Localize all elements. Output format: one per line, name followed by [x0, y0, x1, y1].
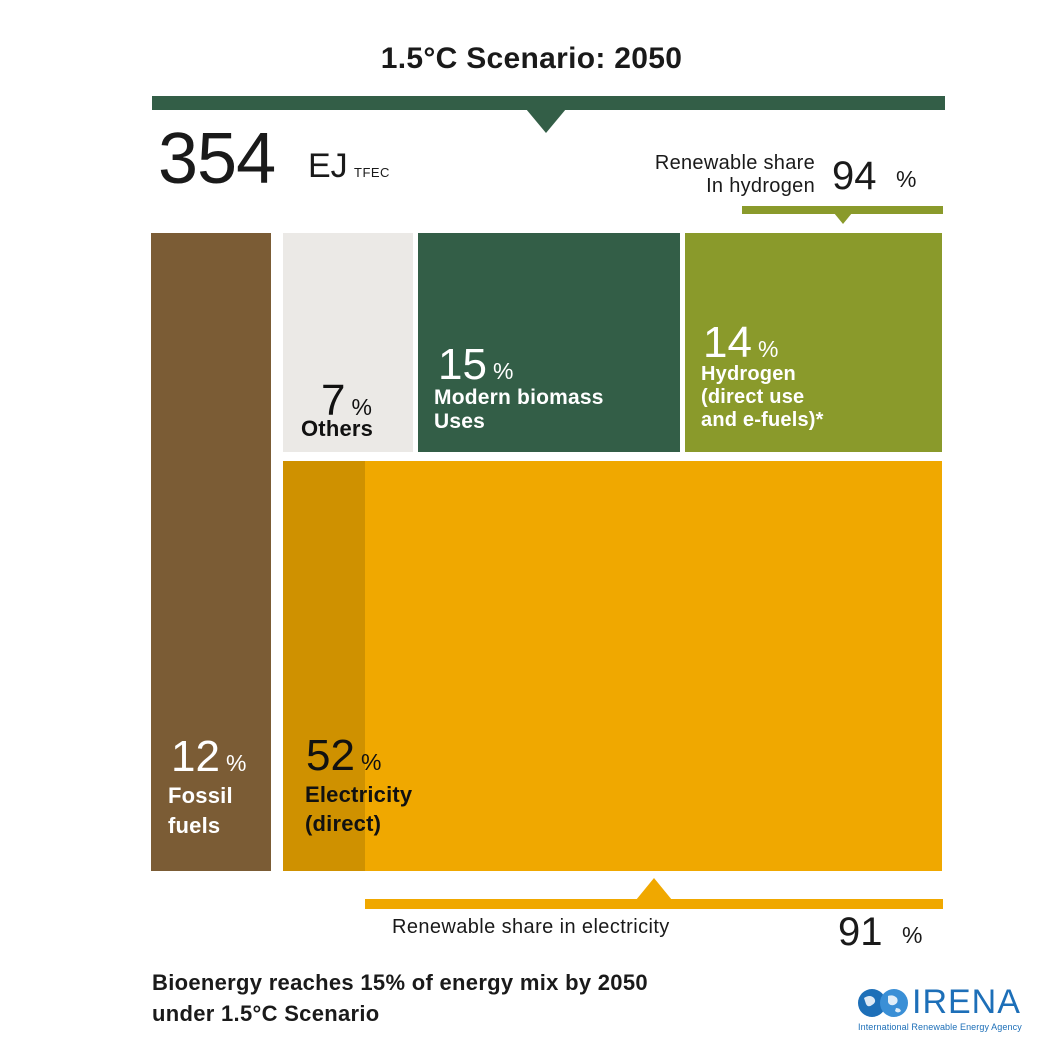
caption-line1: Bioenergy reaches 15% of energy mix by 2… [152, 970, 648, 995]
segment-label-line: Modern biomass [434, 386, 604, 409]
segment-modern-biomass: 15% Modern biomass Uses [418, 233, 680, 452]
segment-fossil-fuels-label: Fossil fuels [168, 781, 233, 841]
caption: Bioenergy reaches 15% of energy mix by 2… [152, 967, 792, 1029]
total-qualifier: TFEC [354, 165, 390, 180]
total-unit: EJ [308, 147, 348, 185]
irena-logo-text: IRENA [912, 983, 1021, 1021]
electricity-renewable-share-percent: % [902, 922, 923, 948]
segment-others-value-row: 7% [321, 377, 372, 425]
segment-electricity [283, 461, 942, 871]
segment-value: 52 [306, 731, 355, 780]
segment-electricity-label: Electricity (direct) [305, 780, 412, 838]
segment-percent-sign: % [351, 394, 372, 420]
segment-value: 15 [438, 340, 487, 389]
segment-percent-sign: % [360, 749, 382, 775]
segment-percent-sign: % [757, 336, 779, 362]
segment-modern-biomass-label: Modern biomass Uses [434, 386, 604, 434]
electricity-renewable-share-value: 91 [838, 910, 883, 954]
hydrogen-renewable-share-percent: % [896, 166, 917, 192]
hydrogen-renewable-share-value: 94 [832, 154, 877, 198]
hydrogen-renewable-share-label-line2: In hydrogen [706, 175, 815, 197]
total-value: 354 [158, 119, 276, 199]
electricity-share-bracket-notch [636, 878, 672, 900]
electricity-renewable-share-label: Renewable share in electricity [392, 916, 670, 938]
segment-label-line: fuels [168, 813, 221, 838]
segment-percent-sign: % [492, 358, 514, 384]
segment-fossil-fuels-value-row: 12% [171, 733, 246, 781]
chart-title: 1.5°C Scenario: 2050 [380, 42, 683, 75]
segment-electricity-value-row: 52% [306, 732, 381, 780]
irena-globe-icon [858, 989, 908, 1017]
segment-label-line: Uses [434, 410, 486, 433]
segment-label-line: Others [301, 416, 374, 441]
segment-value: 7 [321, 376, 346, 425]
segment-electricity-nonrenewable-portion [283, 461, 365, 871]
segment-label-line: (direct use [701, 386, 805, 408]
hydrogen-renewable-share-label: Renewable share In hydrogen [600, 152, 815, 198]
segment-others: 7% Others [283, 233, 413, 452]
segment-hydrogen: 14% Hydrogen (direct use and e-fuels)* [685, 233, 942, 452]
segment-percent-sign: % [225, 750, 247, 776]
top-bracket-notch [526, 109, 566, 133]
irena-logo-subtitle: International Renewable Energy Agency [858, 1022, 1022, 1032]
segment-fossil-fuels: 12% Fossil fuels [151, 233, 271, 871]
hydrogen-share-bracket-bar [742, 206, 943, 214]
segment-modern-biomass-value-row: 15% [438, 341, 513, 389]
segment-label-line: and e-fuels)* [701, 409, 824, 431]
segment-label-line: Electricity [305, 782, 413, 807]
segment-label-line: (direct) [305, 811, 382, 836]
segment-value: 14 [703, 318, 752, 367]
segment-hydrogen-value-row: 14% [703, 319, 778, 367]
electricity-share-bracket-bar [365, 899, 943, 909]
hydrogen-renewable-share-label-line1: Renewable share [654, 152, 815, 174]
top-bracket-bar [152, 96, 945, 110]
segment-label-line: Hydrogen [701, 363, 796, 385]
segment-hydrogen-label: Hydrogen (direct use and e-fuels)* [701, 363, 824, 432]
caption-line2: under 1.5°C Scenario [152, 1001, 380, 1026]
segment-label-line: Fossil [168, 783, 233, 808]
segment-value: 12 [171, 732, 220, 781]
hydrogen-share-bracket-notch [834, 213, 852, 224]
segment-others-label: Others [301, 417, 373, 441]
